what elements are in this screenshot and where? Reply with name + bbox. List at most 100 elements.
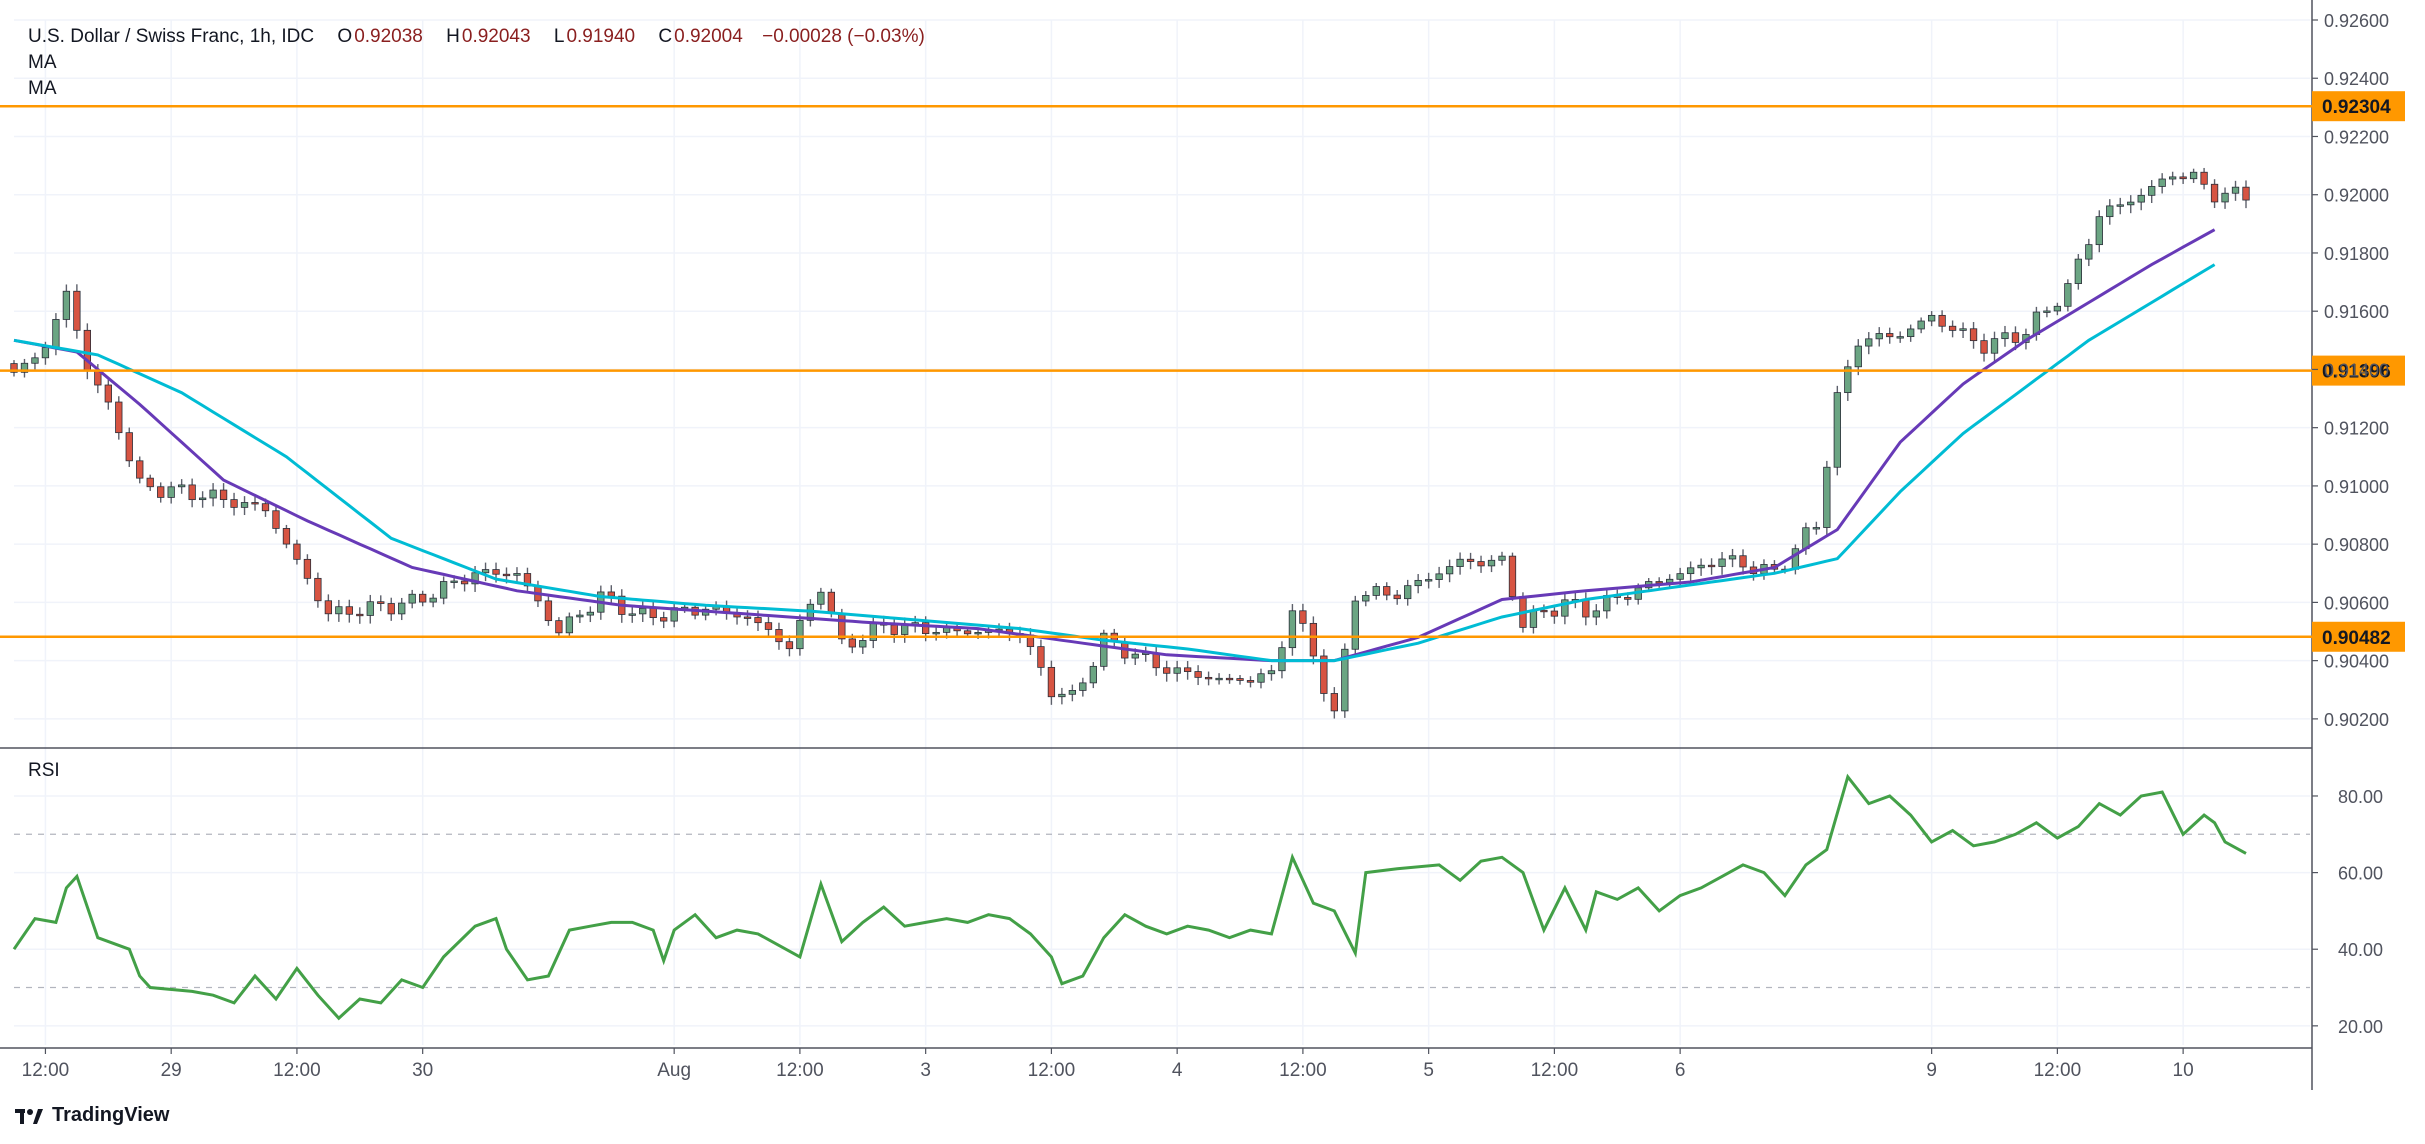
candle-up[interactable] bbox=[1100, 632, 1108, 667]
candle-down[interactable] bbox=[1739, 555, 1747, 568]
candle-up[interactable] bbox=[1267, 670, 1276, 675]
candle-up[interactable] bbox=[1927, 314, 1936, 322]
candle-down[interactable] bbox=[963, 630, 972, 635]
candle-up[interactable] bbox=[1445, 566, 1454, 575]
candle-up[interactable] bbox=[513, 573, 521, 576]
candle-up[interactable] bbox=[240, 502, 249, 508]
rsi-line[interactable] bbox=[12, 773, 2247, 1021]
candle-up[interactable] bbox=[366, 601, 374, 616]
candle-down[interactable] bbox=[303, 558, 312, 579]
candle-up[interactable] bbox=[398, 602, 406, 615]
candle-up[interactable] bbox=[1823, 466, 1831, 528]
candle-down[interactable] bbox=[157, 486, 165, 498]
candle-up[interactable] bbox=[639, 607, 647, 615]
candle-up[interactable] bbox=[1257, 673, 1265, 683]
candle-up[interactable] bbox=[408, 593, 416, 604]
candle-down[interactable] bbox=[2011, 332, 2020, 343]
candle-down[interactable] bbox=[1383, 586, 1391, 596]
candle-up[interactable] bbox=[2158, 178, 2166, 187]
candle-down[interactable] bbox=[764, 622, 773, 630]
candle-down[interactable] bbox=[125, 432, 133, 462]
candle-up[interactable] bbox=[1592, 610, 1600, 618]
ma-line-1[interactable] bbox=[13, 228, 2216, 663]
candle-down[interactable] bbox=[314, 577, 322, 602]
candle-up[interactable] bbox=[1288, 610, 1297, 649]
candle-down[interactable] bbox=[502, 573, 511, 577]
candle-up[interactable] bbox=[1414, 579, 1422, 587]
legend-ma-2[interactable]: MA bbox=[28, 78, 57, 99]
candle-down[interactable] bbox=[754, 617, 762, 624]
candle-up[interactable] bbox=[1404, 585, 1412, 600]
candle-down[interactable] bbox=[230, 499, 238, 508]
candle-up[interactable] bbox=[1089, 665, 1097, 684]
candle-down[interactable] bbox=[356, 613, 364, 617]
candle-down[interactable] bbox=[73, 290, 81, 331]
candle-up[interactable] bbox=[2095, 216, 2103, 246]
candle-down[interactable] bbox=[1183, 667, 1192, 672]
candle-down[interactable] bbox=[1655, 581, 1663, 584]
candle-down[interactable] bbox=[1204, 676, 1213, 680]
candle-up[interactable] bbox=[481, 569, 490, 574]
candle-up[interactable] bbox=[1844, 366, 1852, 394]
candle-up[interactable] bbox=[31, 357, 39, 364]
candle-up[interactable] bbox=[1561, 599, 1569, 617]
candle-up[interactable] bbox=[859, 640, 867, 648]
candle-down[interactable] bbox=[272, 510, 280, 529]
candle-down[interactable] bbox=[1886, 333, 1894, 338]
candle-down[interactable] bbox=[1047, 666, 1056, 698]
candle-down[interactable] bbox=[10, 363, 18, 373]
candle-down[interactable] bbox=[1938, 314, 1946, 327]
candle-up[interactable] bbox=[1959, 328, 1967, 331]
candle-up[interactable] bbox=[1362, 595, 1370, 602]
candle-down[interactable] bbox=[827, 591, 836, 614]
candle-down[interactable] bbox=[419, 593, 427, 603]
candle-up[interactable] bbox=[41, 347, 50, 359]
candle-up[interactable] bbox=[1341, 648, 1349, 712]
candle-down[interactable] bbox=[2210, 183, 2219, 203]
candle-down[interactable] bbox=[136, 460, 144, 479]
candle-down[interactable] bbox=[1969, 328, 1978, 342]
candle-up[interactable] bbox=[1676, 573, 1684, 580]
candle-up[interactable] bbox=[796, 619, 804, 650]
candle-up[interactable] bbox=[974, 632, 982, 635]
candle-up[interactable] bbox=[1854, 345, 1862, 368]
candle-down[interactable] bbox=[1299, 610, 1307, 624]
candle-up[interactable] bbox=[2231, 186, 2240, 194]
candle-down[interactable] bbox=[1948, 325, 1957, 331]
candle-up[interactable] bbox=[2043, 310, 2051, 313]
candle-down[interactable] bbox=[324, 600, 333, 615]
candle-down[interactable] bbox=[1225, 677, 1234, 681]
candle-down[interactable] bbox=[345, 606, 353, 615]
candle-down[interactable] bbox=[282, 528, 291, 545]
candle-down[interactable] bbox=[1624, 597, 1632, 600]
candle-down[interactable] bbox=[523, 573, 532, 587]
candle-up[interactable] bbox=[2001, 332, 2009, 340]
candle-up[interactable] bbox=[209, 489, 217, 499]
candle-up[interactable] bbox=[576, 614, 584, 618]
candle-down[interactable] bbox=[1246, 680, 1255, 683]
candle-down[interactable] bbox=[1477, 561, 1485, 567]
candle-up[interactable] bbox=[1728, 555, 1737, 560]
candle-up[interactable] bbox=[2221, 192, 2229, 203]
candle-up[interactable] bbox=[1686, 567, 1695, 575]
candle-up[interactable] bbox=[2148, 186, 2156, 196]
candle-down[interactable] bbox=[1320, 655, 1328, 694]
rsi-label[interactable]: RSI bbox=[28, 760, 60, 781]
candle-down[interactable] bbox=[1582, 599, 1590, 618]
candle-down[interactable] bbox=[387, 603, 395, 615]
tradingview-brand[interactable]: TradingView bbox=[14, 1104, 169, 1127]
candle-down[interactable] bbox=[460, 580, 469, 585]
candle-up[interactable] bbox=[1079, 682, 1087, 691]
legend-ma-1[interactable]: MA bbox=[28, 52, 57, 73]
candle-up[interactable] bbox=[1456, 558, 1464, 567]
candle-down[interactable] bbox=[555, 620, 563, 634]
candle-down[interactable] bbox=[1330, 693, 1338, 712]
candle-up[interactable] bbox=[335, 606, 343, 615]
candle-down[interactable] bbox=[2179, 176, 2187, 180]
candle-up[interactable] bbox=[932, 631, 940, 635]
candle-up[interactable] bbox=[1131, 653, 1139, 659]
candle-up[interactable] bbox=[1917, 320, 1925, 330]
candle-up[interactable] bbox=[1718, 558, 1726, 567]
candle-down[interactable] bbox=[922, 622, 930, 635]
